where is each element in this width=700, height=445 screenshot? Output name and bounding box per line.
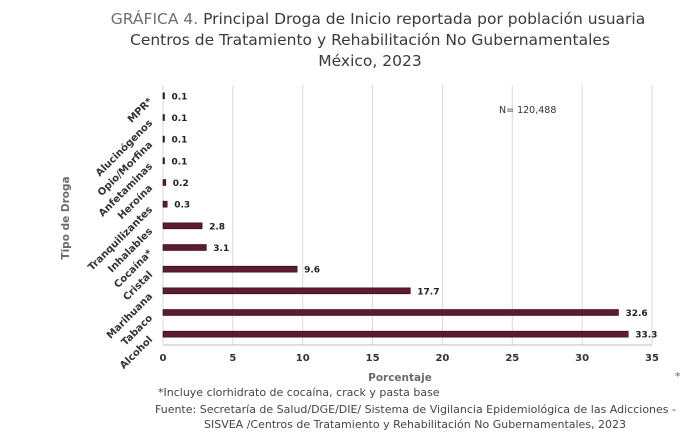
chart-number-label: GRÁFICA 4.: [110, 10, 199, 28]
bar: [162, 287, 411, 295]
value-labels: 0.1 0.1 0.1 0.1 0.2 0.3 2.8 3.1 9.6 17.7 32.6 33.3: [172, 92, 658, 340]
bar-value-label: 0.1: [172, 92, 188, 102]
x-tick-label: 15: [366, 353, 380, 364]
x-tick-labels: 0 5 10 15 20 25 30 35: [160, 353, 659, 364]
x-tick-label: 20: [435, 353, 449, 364]
source-line-2: SISVEA /Centros de Tratamiento y Rehabil…: [204, 418, 627, 431]
x-tick-label: 5: [229, 353, 236, 364]
bar: [162, 135, 165, 143]
x-tick-label: 35: [645, 353, 659, 364]
bar-value-label: 2.8: [209, 222, 225, 232]
gridlines: [162, 85, 653, 346]
x-axis-label: Porcentaje: [368, 372, 432, 384]
bar-value-label: 0.3: [174, 201, 190, 211]
bar: [162, 92, 165, 100]
source-line-1: Fuente: Secretaría de Salud/DGE/DIE/ Sis…: [155, 403, 676, 416]
bar: [162, 244, 207, 251]
bar-value-label: 0.1: [172, 136, 188, 146]
footnote: *Incluye clorhidrato de cocaína, crack y…: [158, 386, 440, 399]
x-tick-label: 0: [160, 353, 167, 364]
bar: [162, 330, 629, 338]
bar-value-label: 0.1: [172, 157, 188, 167]
bar: [162, 222, 203, 230]
chart-year: México, 2023: [318, 52, 422, 70]
bar: [162, 265, 298, 273]
sample-size-annotation: N= 120,488: [499, 105, 556, 116]
bar-value-label: 0.2: [173, 179, 189, 189]
chart-title-line-1: GRÁFICA 4. Principal Droga de Inicio rep…: [28, 9, 700, 30]
bar: [162, 114, 165, 121]
bar-value-label: 3.1: [213, 244, 229, 254]
bar-value-label: 9.6: [304, 266, 320, 276]
x-tick-label: 10: [296, 353, 310, 364]
chart-title: Principal Droga de Inicio reportada por …: [203, 10, 646, 28]
bars: [162, 92, 629, 338]
y-axis-label: Tipo de Droga: [60, 176, 72, 259]
category-labels: MPR*AlucinógenosOpio/MorfinaAnfetaminasH…: [86, 96, 155, 372]
bar: [162, 200, 168, 208]
x-tick-label: 25: [505, 353, 519, 364]
bar-value-label: 17.7: [417, 287, 439, 297]
bar-value-label: 32.6: [625, 309, 647, 319]
bar-value-label: 33.3: [635, 331, 657, 341]
stray-asterisk: *: [675, 370, 681, 383]
bar: [162, 157, 165, 165]
bar: [162, 309, 619, 316]
chart-subtitle: Centros de Tratamiento y Rehabilitación …: [130, 31, 610, 49]
category-label: MPR*: [126, 96, 156, 126]
bar-value-label: 0.1: [172, 114, 188, 124]
bar: [162, 179, 167, 186]
x-tick-label: 30: [575, 353, 589, 364]
